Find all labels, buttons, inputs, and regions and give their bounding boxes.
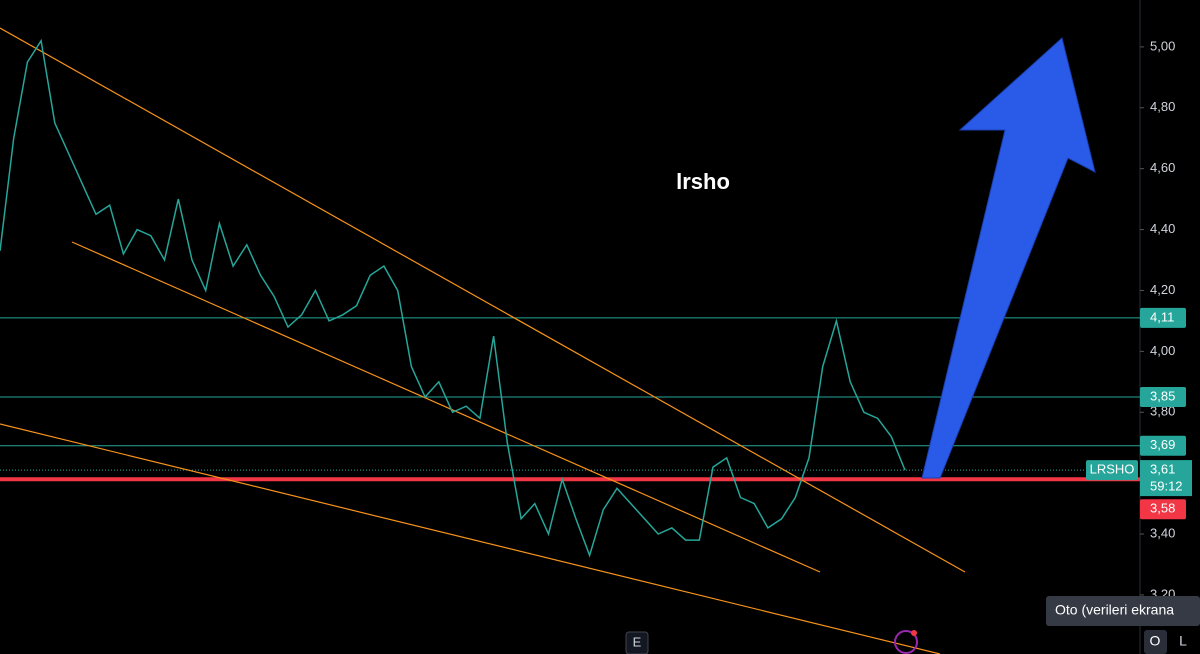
trend-line (71, 241, 821, 573)
y-tick-label: 4,80 (1150, 99, 1175, 114)
price-line (0, 38, 906, 558)
tooltip-text: Oto (verileri ekrana (1055, 602, 1174, 618)
level-badge (1140, 307, 1186, 328)
auto-button[interactable] (1144, 630, 1167, 654)
y-tick-label: 3,80 (1150, 404, 1175, 419)
level-label: 3,85 (1150, 388, 1175, 403)
grid-layer (0, 317, 1140, 482)
alert-icon[interactable] (894, 630, 918, 654)
last-price-badge (1140, 460, 1192, 497)
log-button-text: L (1179, 633, 1187, 649)
trend-line (0, 423, 941, 654)
alert-dot (911, 630, 917, 636)
y-tick-label: 4,40 (1150, 221, 1175, 236)
level-label: 3,69 (1150, 437, 1175, 452)
symbol-badge (1086, 460, 1138, 481)
level-badge (1140, 387, 1186, 408)
level-label: 3,58 (1150, 501, 1175, 516)
countdown: 59:12 (1150, 479, 1183, 494)
level-badge (1140, 499, 1186, 520)
auto-button-text: O (1150, 633, 1161, 649)
tooltip (1046, 596, 1200, 626)
level-badge (1140, 435, 1186, 456)
log-button[interactable] (1172, 630, 1195, 654)
y-tick-label: 4,20 (1150, 282, 1175, 297)
trend-line (0, 27, 966, 573)
annotation: lrsho (676, 169, 730, 194)
price-axis: 3,203,403,603,804,004,204,404,604,805,00… (1086, 38, 1192, 601)
plot-layer (0, 38, 906, 558)
event-marker[interactable] (625, 631, 649, 654)
last-price-label: 3,61 (1150, 462, 1175, 477)
up-arrow (921, 37, 1096, 479)
y-tick-label: 4,60 (1150, 160, 1175, 175)
y-tick-label: 3,40 (1150, 525, 1175, 540)
y-tick-label: 5,00 (1150, 38, 1175, 53)
event-marker-text: E (633, 634, 642, 649)
symbol-label: LRSHO (1090, 462, 1135, 477)
y-tick-label: 4,00 (1150, 343, 1175, 358)
level-label: 4,11 (1150, 309, 1174, 324)
